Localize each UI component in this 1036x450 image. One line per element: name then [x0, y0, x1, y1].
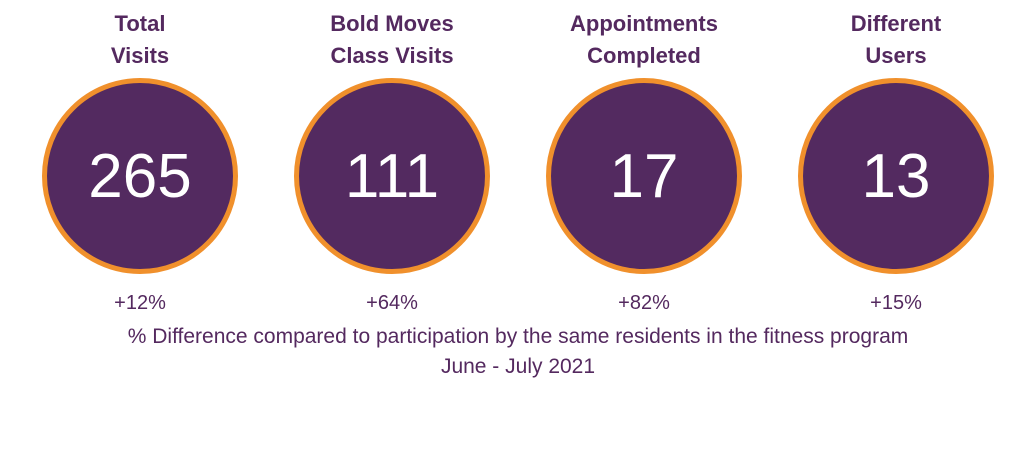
stat-bold-moves-class-visits: Bold Moves Class Visits 111 +64%: [282, 8, 502, 316]
footnote-line-2: June - July 2021: [440, 355, 596, 378]
stat-value: 265: [88, 141, 192, 211]
stat-title: Appointments Completed: [570, 11, 718, 68]
stat-circle: 111: [294, 78, 490, 274]
footnote-line-1: % Difference compared to participation b…: [127, 325, 909, 348]
stat-total-visits: Total Visits 265 +12%: [30, 8, 250, 316]
stat-difference: +12%: [114, 292, 166, 314]
stat-difference: +82%: [618, 292, 670, 314]
stat-circle: 265: [42, 78, 238, 274]
stat-title: Bold Moves Class Visits: [330, 11, 454, 68]
footnote: % Difference compared to participation b…: [0, 322, 1036, 382]
stat-different-users: Different Users 13 +15%: [786, 8, 1006, 316]
stat-value: 13: [861, 141, 931, 211]
stat-circle: 17: [546, 78, 742, 274]
stat-value: 111: [344, 141, 440, 211]
stat-circle: 13: [798, 78, 994, 274]
stat-title: Total Visits: [110, 11, 170, 68]
stat-value: 17: [609, 141, 679, 211]
stat-difference: +64%: [366, 292, 418, 314]
stat-difference: +15%: [870, 292, 922, 314]
stat-appointments-completed: Appointments Completed 17 +82%: [534, 8, 754, 316]
stat-title: Different Users: [850, 11, 942, 68]
